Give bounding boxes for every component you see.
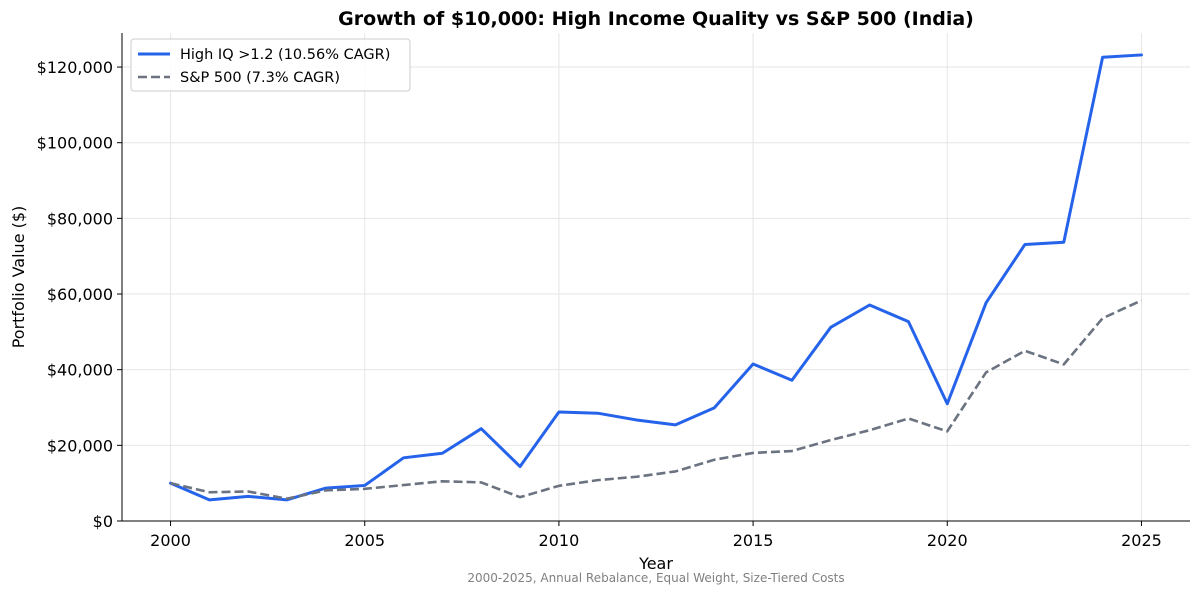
y-axis-label: Portfolio Value ($) <box>9 206 28 349</box>
y-tick-label: $60,000 <box>47 285 113 304</box>
y-tick-label: $40,000 <box>47 361 113 380</box>
y-tick-label: $0 <box>93 512 113 531</box>
y-tick-label: $20,000 <box>47 436 113 455</box>
legend: High IQ >1.2 (10.56% CAGR) S&P 500 (7.3%… <box>130 38 411 92</box>
y-tick-label: $80,000 <box>47 209 113 228</box>
legend-label-sp500: S&P 500 (7.3% CAGR) <box>180 70 340 86</box>
series-lines <box>169 53 1143 502</box>
chart-title: Growth of $10,000: High Income Quality v… <box>338 8 974 30</box>
x-tick-label: 2025 <box>1121 531 1162 550</box>
legend-label-high-iq: High IQ >1.2 (10.56% CAGR) <box>180 47 390 63</box>
x-axis-label: Year <box>638 554 673 573</box>
series-line-sp500 <box>170 299 1142 500</box>
y-tick-label: $120,000 <box>37 58 113 77</box>
x-tick-label: 2015 <box>733 531 774 550</box>
y-tick-label: $100,000 <box>37 134 113 153</box>
x-tick-label: 2020 <box>927 531 968 550</box>
series-line-high-iq <box>169 53 1143 502</box>
axes <box>121 33 1190 522</box>
x-tick-label: 2010 <box>539 531 580 550</box>
ticks: $0 $20,000 $40,000 $60,000 $80,000 $100,000 $1… <box>37 58 1162 550</box>
x-tick-label: 2000 <box>150 531 191 550</box>
x-tick-label: 2005 <box>344 531 385 550</box>
legend-frame <box>130 38 411 92</box>
grid <box>122 33 1190 522</box>
chart-subtitle: 2000-2025, Annual Rebalance, Equal Weigh… <box>467 571 844 585</box>
